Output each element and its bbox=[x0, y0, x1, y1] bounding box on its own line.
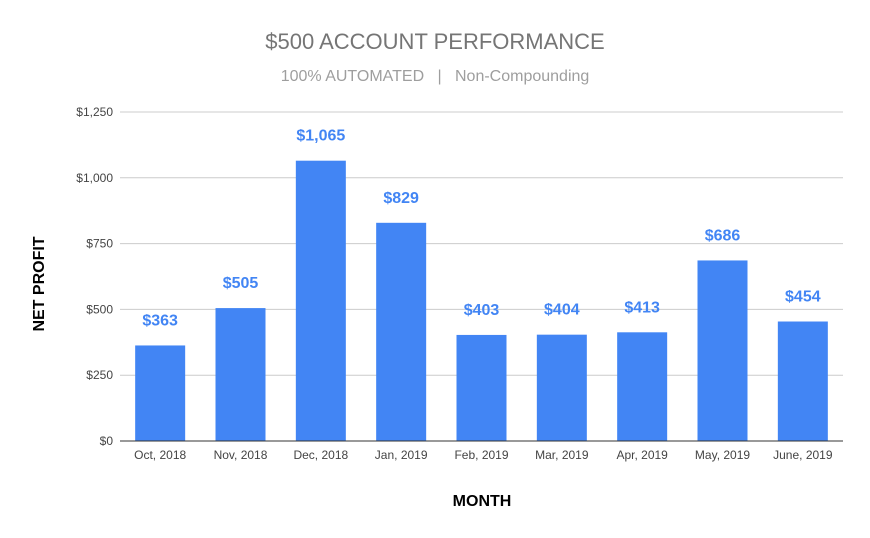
data-labels: $363 $505 $1,065 $829 $403 $404 $413 $686 $454 bbox=[142, 128, 820, 330]
bar bbox=[376, 222, 427, 441]
x-tick-label: Jan, 2019 bbox=[375, 448, 428, 462]
bar bbox=[135, 345, 186, 441]
bars bbox=[135, 160, 828, 441]
data-label: $413 bbox=[624, 299, 660, 316]
x-tick-label: June, 2019 bbox=[773, 448, 833, 462]
x-tick-label: Apr, 2019 bbox=[616, 448, 668, 462]
x-tick-label: Dec, 2018 bbox=[293, 448, 348, 462]
data-label: $829 bbox=[383, 190, 419, 207]
bar bbox=[777, 321, 828, 441]
data-label: $404 bbox=[544, 302, 580, 319]
y-tick-label: $250 bbox=[86, 368, 113, 382]
y-tick-label: $1,250 bbox=[76, 105, 113, 119]
chart-subtitle: 100% AUTOMATED | Non-Compounding bbox=[281, 68, 590, 85]
bar bbox=[536, 334, 587, 441]
data-label: $686 bbox=[705, 227, 741, 244]
data-label: $454 bbox=[785, 289, 821, 306]
x-axis-title: MONTH bbox=[453, 493, 512, 510]
data-label: $1,065 bbox=[296, 128, 345, 145]
chart-title: $500 ACCOUNT PERFORMANCE bbox=[265, 29, 604, 54]
y-axis-ticks: $0 $250 $500 $750 $1,000 $1,250 bbox=[76, 105, 113, 448]
data-label: $505 bbox=[223, 275, 259, 292]
bar bbox=[456, 334, 507, 441]
bar bbox=[697, 260, 748, 441]
x-tick-label: Nov, 2018 bbox=[214, 448, 268, 462]
data-label: $403 bbox=[464, 302, 500, 319]
y-tick-label: $500 bbox=[86, 302, 113, 316]
x-tick-label: Feb, 2019 bbox=[454, 448, 508, 462]
y-tick-label: $1,000 bbox=[76, 171, 113, 185]
x-axis-ticks: Oct, 2018 Nov, 2018 Dec, 2018 Jan, 2019 Feb,… bbox=[134, 448, 833, 462]
x-tick-label: Oct, 2018 bbox=[134, 448, 186, 462]
x-tick-label: May, 2019 bbox=[695, 448, 750, 462]
bar bbox=[215, 308, 266, 441]
y-tick-label: $0 bbox=[100, 434, 114, 448]
x-tick-label: Mar, 2019 bbox=[535, 448, 589, 462]
bar bbox=[617, 332, 668, 441]
y-tick-label: $750 bbox=[86, 237, 113, 251]
bar bbox=[295, 160, 346, 441]
y-axis-title: NET PROFIT bbox=[31, 236, 48, 331]
data-label: $363 bbox=[142, 312, 178, 329]
